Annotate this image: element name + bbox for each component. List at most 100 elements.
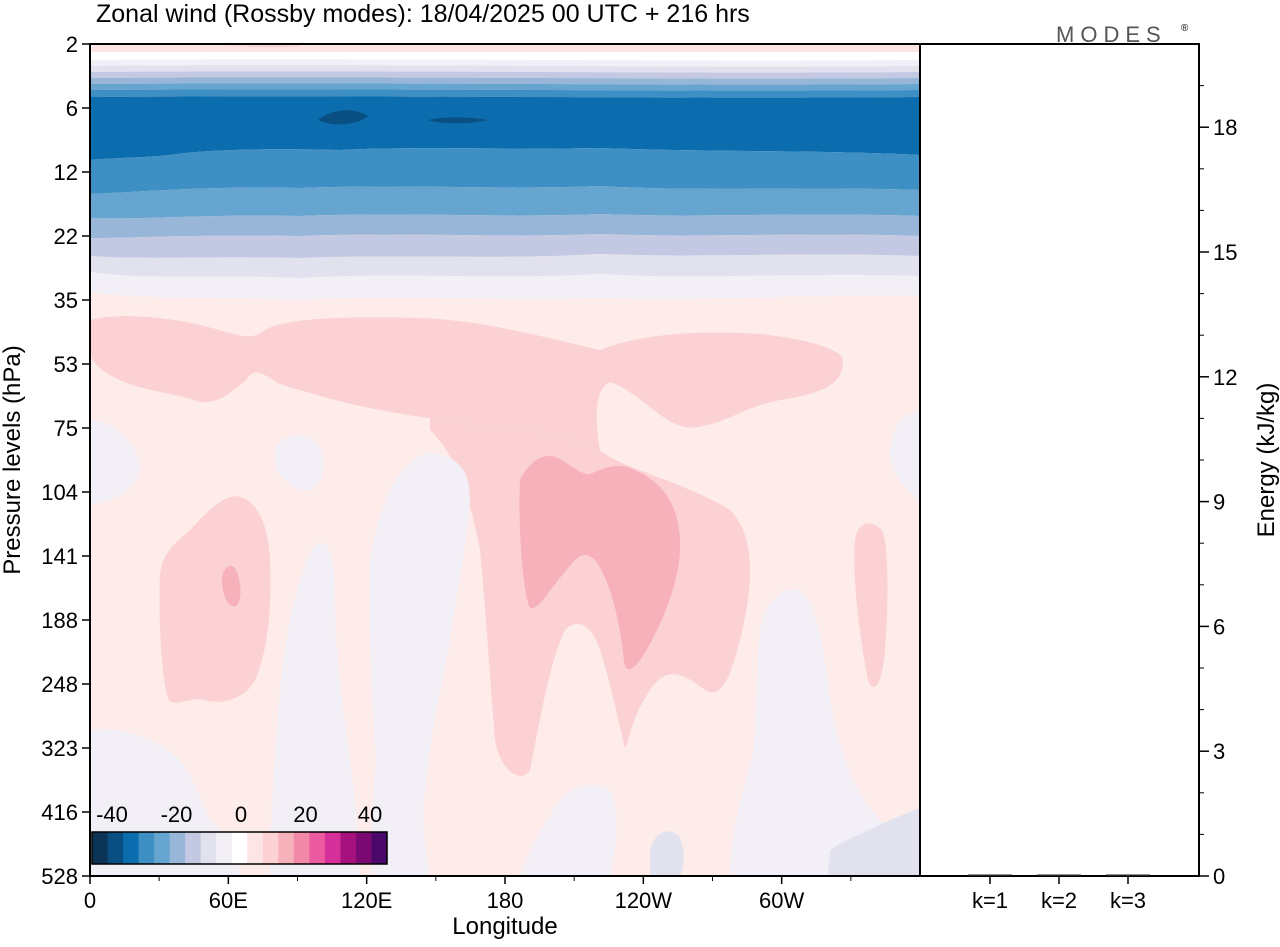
x-tick-label: 60W [759,888,804,913]
y-tick-label: 12 [54,160,78,185]
positive-max-60e [222,565,241,607]
near-zero-regions [90,412,920,876]
colorbar-swatch [185,832,202,864]
neutral-region-east [889,412,920,500]
y-axis-ticks: 2 6 12 22 35 53 75 104 141 188 248 323 416 528 [41,32,90,889]
colorbar-tick-label: 40 [358,802,382,827]
colorbar-swatch [262,832,279,864]
jet-max-120e [318,110,368,125]
colorbar-swatch [123,832,140,864]
y-tick-label: 248 [41,672,78,697]
x-tick-label: 60E [209,888,248,913]
stripe-level-2 [90,44,920,52]
colorbar-swatch [231,832,248,864]
band-minus-5 [90,254,920,278]
positive-band-upper [90,316,843,450]
colorbar-swatch [340,832,357,864]
colorbar-swatch [293,832,310,864]
energy-category-label: k=1 [972,888,1008,913]
heatmap-area [90,44,920,876]
band-minus-15 [90,186,920,219]
energy-tick-label: 9 [1213,490,1225,515]
colorbar-swatch [371,832,388,864]
positive-region-30w [854,523,888,687]
y-tick-label: 35 [54,288,78,313]
jet-core-band [90,96,920,160]
x-tick-label: 180 [487,888,524,913]
positive-region-60e [159,496,271,703]
stripe-white [90,52,920,61]
energy-axis-ticks: 0 3 6 9 12 15 18 [1199,85,1237,889]
band-minus-2 [90,272,920,300]
colorbar: -40 -20 0 20 40 [91,802,388,865]
colorbar-swatch [309,832,326,864]
colorbar-tick-label: 20 [293,802,317,827]
energy-axis-title: Energy (kJ/kg) [1253,383,1280,538]
neutral-region-90e [275,435,324,491]
energy-tick-label: 15 [1213,240,1237,265]
energy-category-label: k=2 [1041,888,1077,913]
energy-tick-label: 0 [1213,864,1225,889]
neutral-region-west [90,420,140,505]
colorbar-tick-label: -40 [96,802,128,827]
jet-core [90,96,920,160]
y-tick-label: 323 [41,736,78,761]
brand-registered-mark: ® [1181,23,1189,34]
colorbar-swatch [92,832,109,864]
energy-category-label: k=3 [1110,888,1146,913]
chart-title: Zonal wind (Rossby modes): 18/04/2025 00… [96,0,750,28]
y-tick-label: 75 [54,416,78,441]
x-tick-label: 120W [615,888,673,913]
y-tick-label: 22 [54,224,78,249]
band-minus-10 [90,234,920,258]
lower-blue-bands [90,148,920,300]
colorbar-tick-label: -20 [161,802,193,827]
y-tick-label: 6 [66,96,78,121]
jet-max-160e [428,117,488,124]
brand-logo-text: MODES [1056,22,1167,47]
stripe-lightblue-1 [90,71,920,79]
stripe-midblue [90,83,920,91]
colorbar-frame [91,831,388,865]
band-minus-20 [90,148,920,194]
energy-panel-frame [919,43,1200,877]
y-tick-label: 188 [41,608,78,633]
x-tick-label: 0 [84,888,96,913]
upper-stripes [90,44,920,98]
x-tick-label: 120E [341,888,392,913]
colorbar-swatch [107,832,124,864]
colorbar-tick-label: 0 [235,802,247,827]
energy-tick-label: 18 [1213,115,1237,140]
energy-bars: k=1 k=2 k=3 [968,874,1150,913]
neutral-region-160w [520,784,617,876]
energy-bar [1106,874,1150,876]
colorbar-swatch [138,832,155,864]
x-axis-ticks: 0 60E 120E 180 120W 60W [84,876,852,913]
y-tick-label: 104 [41,480,78,505]
neutral-column-150e [369,452,470,876]
band-minus-12 [90,214,920,238]
energy-tick-label: 3 [1213,739,1225,764]
colorbar-swatch [324,832,341,864]
y-tick-label: 53 [54,352,78,377]
colorbar-swatch [169,832,186,864]
negative-patch-120w [650,831,684,876]
positive-wind-regions [90,316,888,776]
colorbar-swatch [216,832,233,864]
colorbar-swatch [154,832,171,864]
stripe-blue [90,89,920,98]
stripe-lavender-2 [90,65,920,73]
y-tick-label: 2 [66,32,78,57]
neutral-column-60w [730,589,920,876]
y-tick-label: 528 [41,864,78,889]
energy-tick-label: 12 [1213,365,1237,390]
stripe-lavender-1 [90,59,920,67]
negative-patch-se [828,808,920,876]
energy-bar [1037,874,1081,876]
x-axis-title: Longitude [452,913,557,940]
y-tick-label: 416 [41,800,78,825]
positive-max-180 [519,456,681,670]
colorbar-swatch [247,832,264,864]
